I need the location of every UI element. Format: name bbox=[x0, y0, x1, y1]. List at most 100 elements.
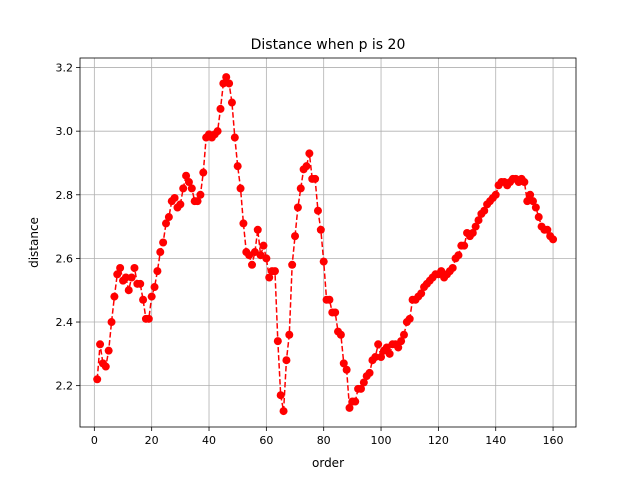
data-series bbox=[93, 73, 558, 416]
data-point bbox=[270, 267, 279, 276]
data-point bbox=[351, 397, 360, 406]
data-point bbox=[216, 104, 225, 113]
data-point bbox=[311, 174, 320, 183]
data-point bbox=[96, 340, 105, 349]
data-point bbox=[480, 206, 489, 215]
data-point bbox=[325, 295, 334, 304]
data-point bbox=[104, 346, 113, 355]
data-point bbox=[302, 162, 311, 171]
x-tick-label: 0 bbox=[91, 434, 98, 447]
data-point bbox=[110, 292, 119, 301]
data-point bbox=[385, 349, 394, 358]
data-point bbox=[285, 330, 294, 339]
axis-ticks: 0 20 40 60 80 100 120 140 160 2.2 2.4 2.6 2.8 3.0 3.2 bbox=[56, 62, 564, 447]
data-point bbox=[239, 219, 248, 228]
data-point bbox=[170, 193, 179, 202]
data-point bbox=[182, 171, 191, 180]
x-tick-label: 20 bbox=[145, 434, 159, 447]
data-point bbox=[371, 353, 380, 362]
x-tick-label: 140 bbox=[485, 434, 506, 447]
y-tick-label: 3.2 bbox=[56, 62, 74, 75]
data-point bbox=[176, 200, 185, 209]
data-point bbox=[279, 407, 288, 416]
data-point bbox=[230, 133, 239, 142]
data-point bbox=[491, 190, 500, 199]
data-point bbox=[265, 273, 274, 282]
data-point bbox=[113, 270, 122, 279]
data-point bbox=[468, 228, 477, 237]
data-point bbox=[394, 343, 403, 352]
data-point bbox=[199, 168, 208, 177]
data-point bbox=[405, 314, 414, 323]
data-point bbox=[193, 197, 202, 206]
data-point bbox=[259, 241, 268, 250]
data-point bbox=[139, 295, 148, 304]
data-point bbox=[336, 330, 345, 339]
data-point bbox=[523, 197, 532, 206]
data-point bbox=[179, 184, 188, 193]
data-point bbox=[342, 365, 351, 374]
data-point bbox=[305, 149, 314, 158]
data-point bbox=[359, 378, 368, 387]
data-point bbox=[399, 330, 408, 339]
data-point bbox=[153, 267, 162, 276]
x-tick-label: 160 bbox=[543, 434, 564, 447]
data-point bbox=[93, 375, 102, 384]
data-point bbox=[213, 127, 222, 136]
data-point bbox=[276, 391, 285, 400]
data-point bbox=[164, 213, 173, 222]
data-point bbox=[331, 308, 340, 317]
y-tick-label: 2.2 bbox=[56, 380, 74, 393]
gridlines bbox=[80, 58, 576, 427]
data-point bbox=[319, 257, 328, 266]
data-point bbox=[291, 232, 300, 241]
data-point bbox=[101, 362, 110, 371]
data-point bbox=[377, 353, 386, 362]
data-point bbox=[273, 337, 282, 346]
data-point bbox=[233, 162, 242, 171]
data-point bbox=[474, 216, 483, 225]
plot-area-frame bbox=[79, 57, 577, 428]
y-tick-label: 2.8 bbox=[56, 189, 74, 202]
x-tick-label: 40 bbox=[202, 434, 216, 447]
x-tick-label: 100 bbox=[371, 434, 392, 447]
data-point bbox=[225, 79, 234, 88]
data-point bbox=[543, 225, 552, 234]
data-point bbox=[397, 337, 406, 346]
x-tick-label: 120 bbox=[428, 434, 449, 447]
data-point bbox=[107, 318, 116, 327]
data-point bbox=[162, 219, 171, 228]
data-point bbox=[374, 340, 383, 349]
data-point bbox=[356, 384, 365, 393]
data-point bbox=[549, 235, 558, 244]
y-tick-label: 2.6 bbox=[56, 252, 74, 265]
data-point bbox=[282, 356, 291, 365]
data-point bbox=[136, 279, 145, 288]
data-point bbox=[156, 248, 165, 257]
data-point bbox=[345, 403, 354, 412]
data-point bbox=[127, 273, 136, 282]
data-point bbox=[471, 222, 480, 231]
data-point bbox=[147, 292, 156, 301]
y-tick-label: 2.4 bbox=[56, 316, 74, 329]
x-axis-label: order bbox=[312, 456, 344, 470]
data-point bbox=[296, 184, 305, 193]
data-point bbox=[262, 254, 271, 263]
data-point bbox=[454, 251, 463, 260]
data-point bbox=[150, 283, 159, 292]
x-tick-label: 80 bbox=[317, 434, 331, 447]
data-point bbox=[236, 184, 245, 193]
data-point bbox=[316, 225, 325, 234]
data-point bbox=[526, 190, 535, 199]
data-point bbox=[339, 359, 348, 368]
data-point bbox=[121, 273, 130, 282]
data-point bbox=[534, 213, 543, 222]
data-point bbox=[159, 238, 168, 247]
x-tick-label: 60 bbox=[259, 434, 273, 447]
chart-title: Distance when p is 20 bbox=[251, 37, 406, 53]
data-point bbox=[222, 73, 231, 82]
data-point bbox=[248, 260, 257, 269]
y-tick-label: 3.0 bbox=[56, 125, 74, 138]
data-point bbox=[531, 203, 540, 212]
